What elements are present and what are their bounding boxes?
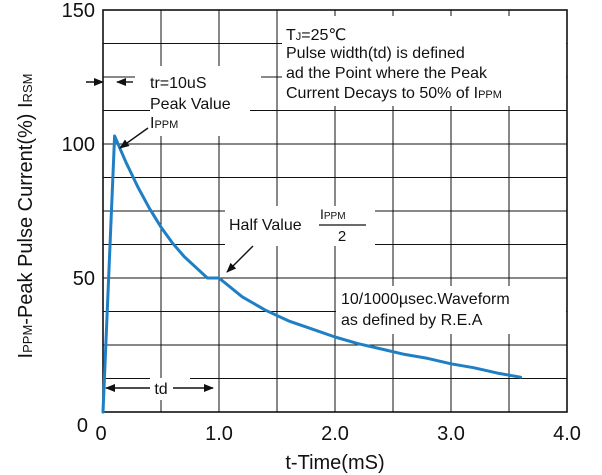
waveform-line1: 10/1000µsec.Waveform <box>341 291 510 308</box>
y-tick-label: 0 <box>77 415 88 437</box>
conditions-line3: ad the Point where the Peak <box>286 65 488 82</box>
y-axis-label-main: -Peak Pulse Current(%) I <box>15 102 37 324</box>
tj-value: =25℃ <box>301 27 346 44</box>
peak-label-line2: IPPM <box>150 115 178 132</box>
half-num-main: I <box>320 206 324 222</box>
y-axis-label: IPPM-Peak Pulse Current(%) IRSM <box>15 74 37 359</box>
series-line-pulse-current <box>101 134 523 414</box>
tr-label: tr=10uS <box>150 75 206 92</box>
td-label: td <box>154 381 167 398</box>
y-tick-labels: 0 50 100 150 <box>62 0 95 437</box>
peak-arrow <box>119 127 149 149</box>
y-tick-label: 150 <box>62 0 95 22</box>
half-fraction-numerator: IPPM <box>320 206 346 222</box>
y-axis-label-prefix-sub: PPM <box>20 325 35 353</box>
x-tick-label: 3.0 <box>437 423 465 445</box>
peak-label-main: I <box>150 115 154 132</box>
td-box <box>150 378 190 400</box>
tj-prefix: T <box>286 27 296 44</box>
conditions-line2: Pulse width(td) is defined <box>286 45 465 62</box>
conditions-tj: TJ=25℃ <box>286 27 346 44</box>
half-box <box>225 206 375 246</box>
peak-label-sub: PPM <box>154 119 178 131</box>
conditions-line4-main: Current Decays to 50% of I <box>286 85 478 102</box>
tr-box <box>135 70 261 96</box>
half-fraction-denominator: 2 <box>338 228 346 245</box>
x-tick-labels: 0 1.0 2.0 3.0 4.0 <box>95 423 580 445</box>
x-tick-label: 0 <box>95 423 106 445</box>
y-tick-label: 50 <box>73 268 95 290</box>
conditions-box <box>282 16 566 106</box>
series <box>101 134 523 414</box>
half-arrow <box>226 245 254 273</box>
waveform-box <box>336 286 566 334</box>
conditions-line4-sub: PPM <box>478 89 502 101</box>
tj-sub: J <box>296 31 302 43</box>
x-tick-label: 2.0 <box>321 423 349 445</box>
x-axis-label: t-Time(mS) <box>285 452 384 474</box>
plot-border <box>102 9 568 413</box>
y-tick-label: 100 <box>62 134 95 156</box>
x-tick-label: 4.0 <box>553 423 581 445</box>
y-axis-label-suffix-sub: RSM <box>20 74 35 103</box>
waveform-line2: as defined by R.E.A <box>341 312 483 329</box>
peak-label-line1: Peak Value <box>150 96 231 113</box>
conditions-line4: Current Decays to 50% of IPPM <box>286 85 502 102</box>
x-tick-label: 1.0 <box>205 423 233 445</box>
half-label: Half Value <box>229 217 302 234</box>
half-num-sub: PPM <box>324 211 346 222</box>
y-axis-label-prefix: I <box>15 353 37 359</box>
